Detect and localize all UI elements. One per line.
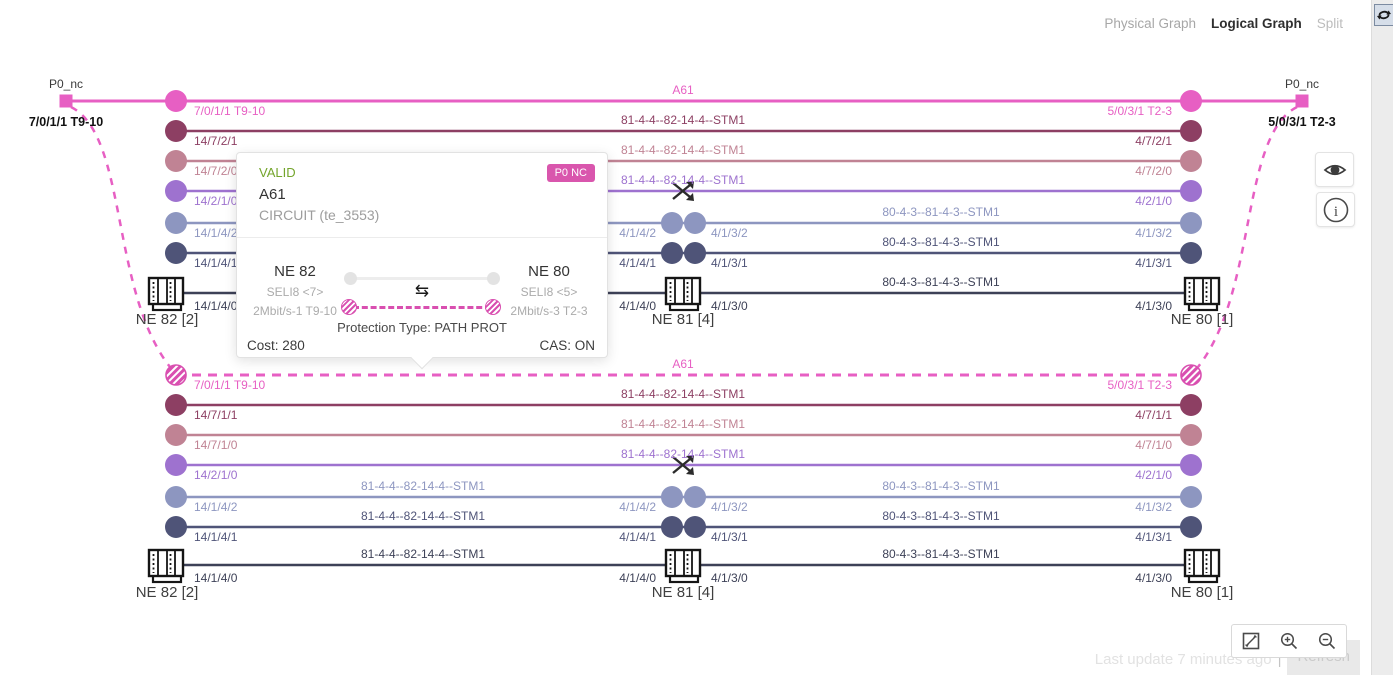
endpoint-square[interactable] [1295,94,1309,108]
port-node-circle[interactable] [165,242,187,264]
port-node-circle[interactable] [684,516,706,538]
port-node-circle[interactable] [165,212,187,234]
sync-button[interactable] [1374,4,1393,26]
graph-view-tabs: Physical Graph Logical Graph Split [1104,16,1343,31]
tooltip-cost: Cost: 280 [247,338,305,353]
working-path-endpoint-icon [487,272,500,285]
tooltip-left-endpoint: NE 82 SELI8 <7> 2Mbit/s-1 T9-10 [239,263,351,318]
port-node-circle[interactable] [661,242,683,264]
cross-connect-icon [686,455,694,463]
fit-to-screen-button[interactable] [1232,625,1270,657]
cross-connect-icon [686,181,694,189]
port-node-circle[interactable] [1180,120,1202,142]
port-node-circle[interactable] [684,242,706,264]
tooltip-circuit-type: CIRCUIT (te_3553) [259,207,380,223]
sync-icon [1377,10,1391,20]
ne-equipment-icon[interactable] [147,276,185,306]
tooltip-left-ne-name: NE 82 [274,263,316,280]
port-node-circle[interactable] [1180,90,1202,112]
tooltip-badge: P0 NC [546,164,595,182]
fit-to-screen-icon [1242,632,1260,650]
port-node-circle[interactable] [661,212,683,234]
port-node-circle[interactable] [1180,454,1202,476]
protection-path-curve[interactable] [70,105,171,368]
ne-equipment-icon[interactable] [1183,548,1221,578]
tooltip-status: VALID [259,165,296,180]
info-icon: i [1323,197,1348,222]
cross-connect-icon[interactable] [672,458,691,474]
status-separator: | [1277,651,1282,668]
port-node-circle[interactable] [661,516,683,538]
port-node-circle[interactable] [1180,486,1202,508]
tooltip-left-port: 2Mbit/s-1 T9-10 [253,304,337,318]
toggle-visibility-button[interactable] [1315,152,1354,187]
tooltip-left-card: SELI8 <7> [266,285,324,299]
right-side-strip [1371,0,1393,675]
eye-icon [1323,164,1346,175]
ne-equipment-icon[interactable] [147,548,185,578]
tooltip-circuit-name: A61 [259,186,286,203]
last-update-text: Last update 7 minutes ago [1094,651,1272,668]
zoom-toolbar [1231,624,1347,658]
port-node-circle[interactable] [165,516,187,538]
protection-path-line [353,306,491,309]
working-path-line [344,272,500,285]
port-node-circle[interactable] [165,394,187,416]
port-node-circle[interactable] [661,486,683,508]
port-node-circle[interactable] [165,150,187,172]
tooltip-body: NE 82 SELI8 <7> 2Mbit/s-1 T9-10 ⇆ Protec… [237,237,607,357]
port-node-circle[interactable] [1180,212,1202,234]
cross-connect-icon [686,193,694,201]
cross-connect-icon [672,456,691,472]
port-node-circle[interactable] [165,90,187,112]
ne-equipment-icon[interactable] [664,276,702,306]
zoom-in-button[interactable] [1270,625,1308,657]
tooltip-right-card: SELI8 <5> [520,285,578,299]
zoom-out-button[interactable] [1308,625,1346,657]
tooltip-cas: CAS: ON [539,338,595,353]
zoom-in-icon [1280,632,1298,650]
hatched-protection-node[interactable] [165,364,187,386]
port-node-circle[interactable] [684,486,706,508]
cross-connect-icon [686,467,694,475]
port-node-circle[interactable] [684,212,706,234]
tooltip-right-port: 2Mbit/s-3 T2-3 [510,304,588,318]
circuit-tooltip: VALID P0 NC A61 CIRCUIT (te_3553) NE 82 … [236,152,608,369]
ne-equipment-icon[interactable] [1183,276,1221,306]
port-node-circle[interactable] [1180,516,1202,538]
tooltip-right-ne-name: NE 80 [528,263,570,280]
port-node-circle[interactable] [165,180,187,202]
port-node-circle[interactable] [165,120,187,142]
protection-endpoint-icon [485,299,501,315]
endpoint-square[interactable] [59,94,73,108]
port-node-circle[interactable] [165,424,187,446]
info-button[interactable]: i [1316,192,1355,227]
tooltip-divider [237,237,607,238]
svg-text:i: i [1333,204,1337,220]
tooltip-right-endpoint: NE 80 SELI8 <5> 2Mbit/s-3 T2-3 [493,263,605,318]
port-node-circle[interactable] [1180,394,1202,416]
working-path-endpoint-icon [344,272,357,285]
port-node-circle[interactable] [165,454,187,476]
tab-physical-graph[interactable]: Physical Graph [1104,16,1196,31]
port-node-circle[interactable] [1180,424,1202,446]
tab-logical-graph[interactable]: Logical Graph [1210,16,1302,31]
ne-equipment-icon[interactable] [664,548,702,578]
cross-connect-icon[interactable] [672,184,691,200]
tooltip-protection-type: Protection Type: PATH PROT [337,320,507,335]
port-node-circle[interactable] [165,486,187,508]
hatched-protection-node[interactable] [1180,364,1202,386]
cross-connect-icon [672,182,691,198]
protection-endpoint-icon [341,299,357,315]
port-node-circle[interactable] [1180,150,1202,172]
zoom-out-icon [1318,632,1336,650]
port-node-circle[interactable] [1180,180,1202,202]
protection-path-curve[interactable] [1197,105,1298,368]
tab-split[interactable]: Split [1316,16,1343,31]
port-node-circle[interactable] [1180,242,1202,264]
swap-direction-icon: ⇆ [414,281,430,300]
